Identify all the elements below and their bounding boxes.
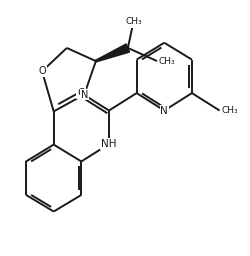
- Text: N: N: [160, 105, 168, 115]
- Text: CH₃: CH₃: [221, 106, 238, 115]
- Text: O: O: [77, 88, 86, 98]
- Text: N: N: [80, 90, 88, 100]
- Text: NH: NH: [101, 139, 117, 149]
- Text: CH₃: CH₃: [158, 57, 175, 66]
- Polygon shape: [96, 44, 130, 62]
- Text: O: O: [38, 66, 46, 76]
- Text: CH₃: CH₃: [126, 17, 142, 26]
